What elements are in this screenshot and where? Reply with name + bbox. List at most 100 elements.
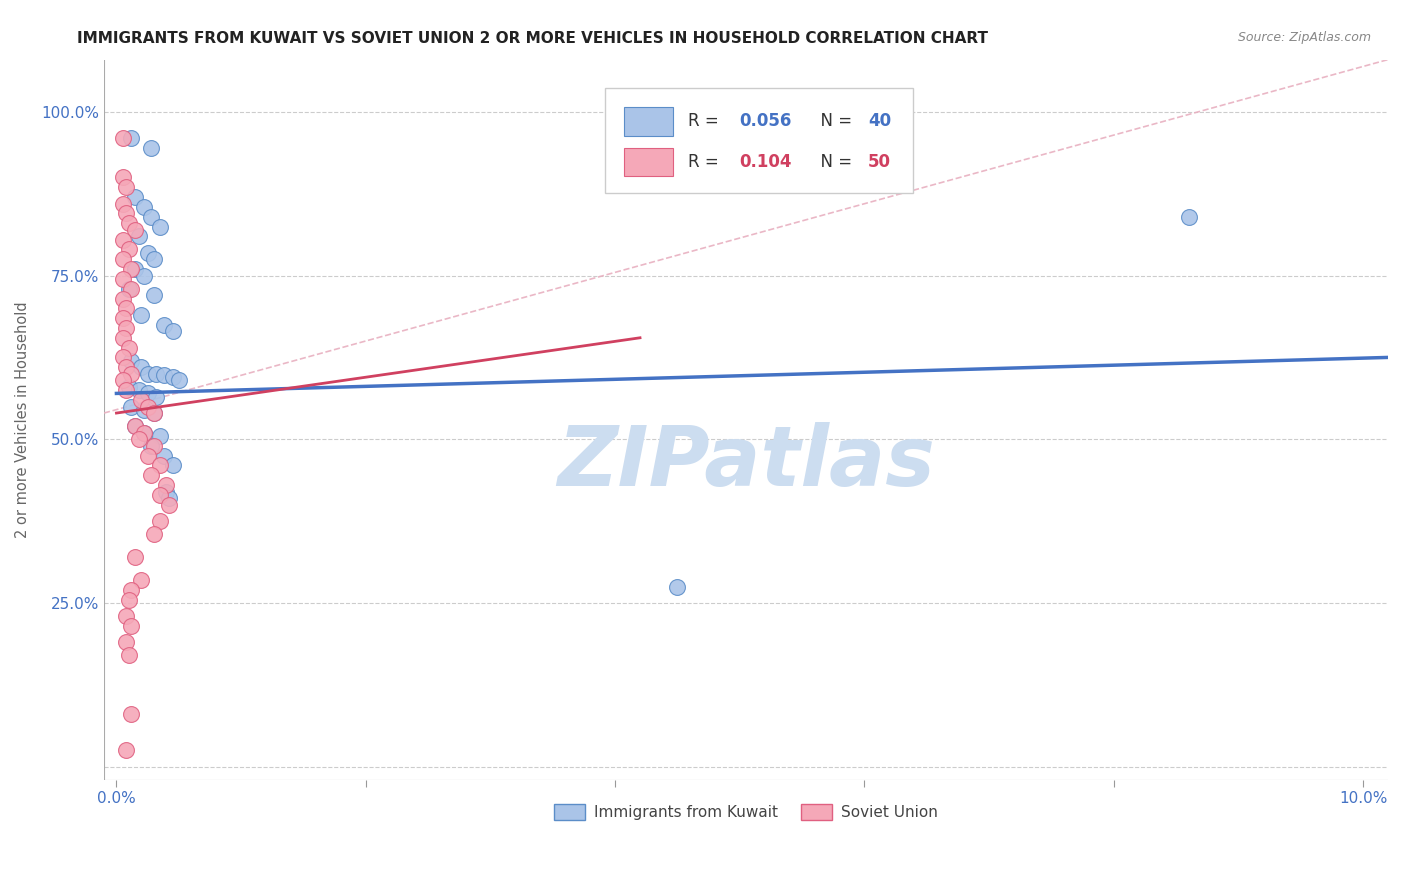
Bar: [624, 107, 673, 136]
Point: [142, 288, 165, 302]
Point: [141, 141, 163, 155]
Point: [124, 190, 146, 204]
Point: [128, 432, 150, 446]
Text: N =: N =: [810, 153, 858, 171]
Point: [120, 131, 142, 145]
Point: [115, 635, 138, 649]
Point: [131, 308, 153, 322]
Point: [111, 252, 134, 267]
Point: [155, 478, 177, 492]
Point: [111, 292, 134, 306]
Point: [142, 252, 165, 267]
Point: [142, 439, 165, 453]
Y-axis label: 2 or more Vehicles in Household: 2 or more Vehicles in Household: [15, 301, 30, 538]
Point: [118, 380, 141, 394]
Point: [115, 321, 138, 335]
Point: [111, 272, 134, 286]
Point: [155, 484, 177, 499]
Point: [142, 527, 165, 541]
Point: [111, 131, 134, 145]
Point: [124, 419, 146, 434]
Point: [111, 373, 134, 387]
Point: [118, 592, 141, 607]
Point: [118, 216, 141, 230]
Point: [111, 196, 134, 211]
Text: ZIPatlas: ZIPatlas: [557, 422, 935, 503]
Point: [132, 425, 155, 440]
Point: [120, 367, 142, 381]
Point: [124, 262, 146, 277]
Text: 0.056: 0.056: [740, 112, 792, 130]
Point: [153, 318, 176, 332]
Point: [120, 262, 142, 277]
Point: [111, 331, 134, 345]
Point: [131, 392, 153, 407]
Point: [149, 514, 172, 528]
Point: [128, 229, 150, 244]
Point: [118, 648, 141, 663]
Point: [124, 223, 146, 237]
Point: [120, 707, 142, 722]
Point: [115, 206, 138, 220]
Point: [136, 367, 159, 381]
Point: [153, 368, 176, 383]
Point: [149, 488, 172, 502]
Point: [141, 468, 163, 483]
Point: [115, 383, 138, 397]
Text: N =: N =: [810, 112, 858, 130]
Point: [132, 425, 155, 440]
Point: [162, 370, 184, 384]
Point: [115, 180, 138, 194]
Point: [111, 233, 134, 247]
Point: [136, 449, 159, 463]
Text: IMMIGRANTS FROM KUWAIT VS SOVIET UNION 2 OR MORE VEHICLES IN HOUSEHOLD CORRELATI: IMMIGRANTS FROM KUWAIT VS SOVIET UNION 2…: [77, 31, 988, 46]
Point: [131, 360, 153, 375]
Point: [157, 491, 180, 505]
Point: [157, 498, 180, 512]
Point: [118, 341, 141, 355]
Point: [666, 580, 689, 594]
Point: [141, 210, 163, 224]
Bar: [624, 147, 673, 177]
Point: [132, 200, 155, 214]
Point: [115, 301, 138, 316]
Point: [132, 268, 155, 283]
Point: [136, 400, 159, 414]
Text: 40: 40: [868, 112, 891, 130]
Point: [145, 367, 167, 381]
Point: [141, 439, 163, 453]
Point: [111, 170, 134, 185]
Point: [128, 383, 150, 397]
Point: [118, 243, 141, 257]
Point: [120, 353, 142, 368]
Point: [149, 429, 172, 443]
Point: [120, 619, 142, 633]
Point: [111, 311, 134, 326]
Text: R =: R =: [688, 112, 730, 130]
Point: [149, 219, 172, 234]
Point: [145, 390, 167, 404]
Point: [162, 324, 184, 338]
Point: [149, 458, 172, 473]
Point: [162, 458, 184, 473]
Point: [124, 419, 146, 434]
Point: [120, 282, 142, 296]
Point: [136, 386, 159, 401]
Point: [118, 282, 141, 296]
Text: R =: R =: [688, 153, 730, 171]
Legend: Immigrants from Kuwait, Soviet Union: Immigrants from Kuwait, Soviet Union: [548, 797, 943, 826]
Point: [115, 360, 138, 375]
Point: [124, 550, 146, 565]
Point: [120, 582, 142, 597]
Point: [131, 573, 153, 587]
Point: [120, 400, 142, 414]
Point: [1177, 210, 1199, 224]
Point: [142, 406, 165, 420]
Point: [167, 373, 190, 387]
FancyBboxPatch shape: [605, 88, 912, 193]
Text: 0.104: 0.104: [740, 153, 792, 171]
Point: [115, 743, 138, 757]
Point: [132, 402, 155, 417]
Point: [136, 245, 159, 260]
Text: Source: ZipAtlas.com: Source: ZipAtlas.com: [1237, 31, 1371, 45]
